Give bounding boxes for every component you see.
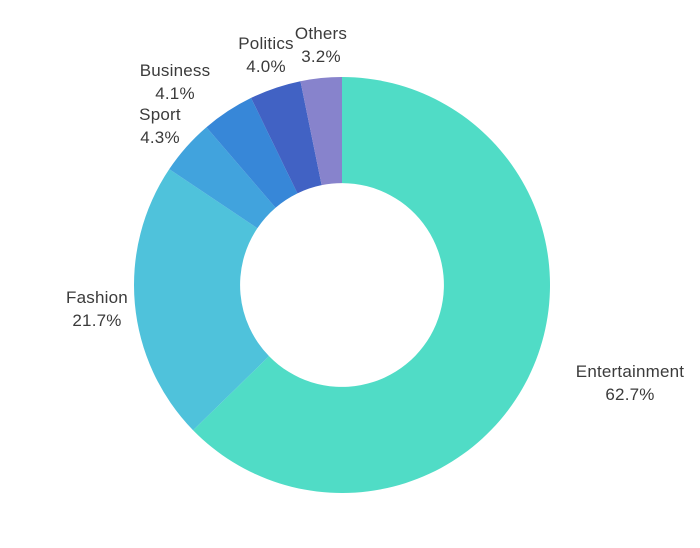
pie-slice-entertainment[interactable] [193, 77, 550, 493]
slice-label-entertainment: Entertainment 62.7% [568, 360, 692, 406]
slice-label-politics: Politics 4.0% [216, 32, 316, 78]
slice-label-text: Politics [238, 34, 294, 53]
pie-slice-fashion[interactable] [134, 169, 270, 431]
pie-slice-sport[interactable] [169, 127, 276, 229]
slice-percent-text: 4.1% [155, 84, 195, 103]
slice-label-business: Business 4.1% [125, 59, 225, 105]
slice-label-text: Business [139, 61, 211, 80]
slice-label-others: Others 3.2% [271, 22, 371, 68]
slice-percent-text: 21.7% [72, 311, 122, 330]
pie-slice-politics[interactable] [251, 81, 322, 194]
slice-percent-text: 4.0% [246, 57, 286, 76]
slice-label-sport: Sport 4.3% [110, 103, 210, 149]
slice-label-text: Others [294, 24, 348, 43]
slice-label-text: Sport [139, 105, 181, 124]
slice-label-text: Fashion [66, 288, 128, 307]
slice-percent-text: 62.7% [605, 385, 655, 404]
slice-label-fashion: Fashion 21.7% [47, 286, 147, 332]
slice-label-text: Entertainment [575, 362, 685, 381]
pie-slice-others[interactable] [300, 77, 342, 186]
pie-slice-business[interactable] [206, 97, 298, 208]
slice-percent-text: 3.2% [301, 47, 341, 66]
slice-percent-text: 4.3% [140, 128, 180, 147]
